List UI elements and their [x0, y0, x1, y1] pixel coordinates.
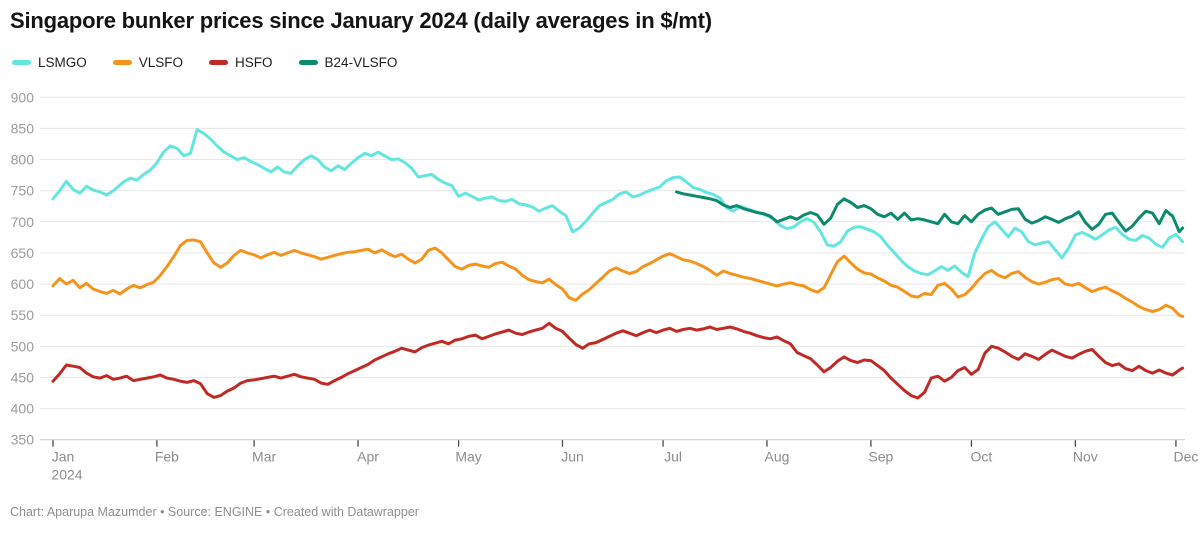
- y-tick-label: 650: [11, 245, 35, 261]
- x-tick-label: Sep: [868, 449, 893, 465]
- legend-label: HSFO: [235, 55, 273, 70]
- x-tick-label: Feb: [155, 449, 179, 465]
- series-line-vlsfo: [51, 238, 1185, 318]
- page-title: Singapore bunker prices since January 20…: [10, 8, 712, 33]
- x-tick-label: May: [455, 449, 481, 465]
- series-line-lsmgo: [51, 128, 1185, 279]
- legend-label: B24-VLSFO: [324, 55, 398, 70]
- x-tick-label: Jun: [561, 449, 584, 465]
- legend-swatch-icon: [112, 60, 132, 65]
- legend-label: VLSFO: [138, 55, 184, 70]
- attribution-footer: Chart: Aparupa Mazumder • Source: ENGINE…: [10, 505, 419, 519]
- legend-label: LSMGO: [38, 55, 87, 70]
- y-tick-label: 800: [11, 152, 35, 168]
- x-tick-label: Jan: [52, 449, 75, 465]
- y-tick-label: 850: [11, 120, 35, 136]
- x-tick-label: Dec: [1173, 449, 1198, 465]
- legend: LSMGO VLSFO HSFO B24-VLSFO: [12, 55, 397, 70]
- legend-swatch-icon: [298, 60, 318, 65]
- legend-item-vlsfo: VLSFO: [112, 55, 184, 70]
- legend-item-lsmgo: LSMGO: [12, 55, 87, 70]
- y-tick-label: 450: [11, 369, 35, 385]
- y-tick-label: 600: [11, 276, 35, 292]
- y-tick-label: 500: [11, 338, 35, 354]
- legend-swatch-icon: [12, 60, 31, 65]
- x-tick-label: Nov: [1073, 449, 1098, 465]
- legend-swatch-icon: [209, 60, 229, 65]
- series-line-b24-vlsfo: [675, 190, 1185, 234]
- y-tick-label: 700: [11, 214, 35, 230]
- y-tick-label: 350: [11, 432, 35, 448]
- x-tick-label: Apr: [357, 449, 379, 465]
- x-tick-label: Jul: [664, 449, 682, 465]
- legend-item-hsfo: HSFO: [209, 55, 273, 70]
- legend-item-b24-vlsfo: B24-VLSFO: [298, 55, 398, 70]
- x-tick-label: Oct: [971, 449, 993, 465]
- y-tick-label: 550: [11, 307, 35, 323]
- y-tick-label: 900: [11, 89, 35, 105]
- y-tick-label: 400: [11, 401, 35, 417]
- x-tick-label: Aug: [765, 449, 790, 465]
- series-line-hsfo: [51, 321, 1185, 400]
- x-tick-year-label: 2024: [51, 467, 82, 483]
- x-tick-label: Mar: [252, 449, 276, 465]
- y-tick-label: 750: [11, 183, 35, 199]
